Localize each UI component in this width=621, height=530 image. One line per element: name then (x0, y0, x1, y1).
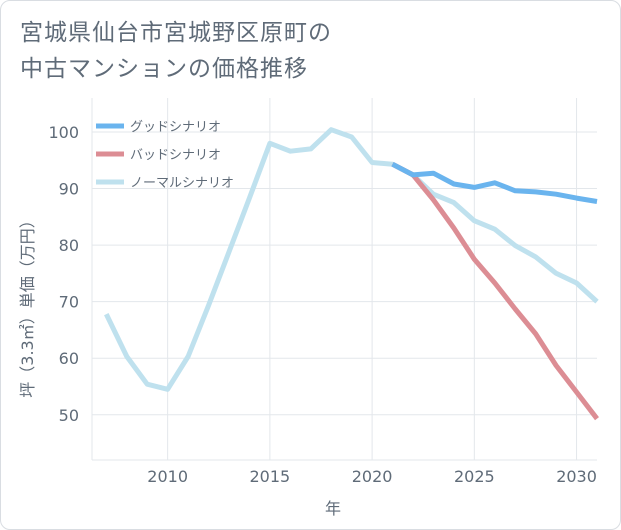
y-tick-label-60: 60 (59, 349, 79, 368)
chart-series (104, 127, 599, 421)
y-tick-label-90: 90 (59, 180, 79, 199)
y-tick-label-50: 50 (59, 406, 79, 425)
legend-label-1: グッドシナリオ (130, 120, 221, 135)
chart-title-line-2: 中古マンションの価格推移 (20, 56, 308, 82)
series-line-1 (391, 161, 598, 204)
x-axis-ticks: 2010 2015 2020 2025 2030 (147, 467, 597, 486)
legend-label-3: ノーマルシナリオ (130, 176, 234, 191)
x-tick-label-2020: 2020 (352, 467, 393, 486)
legend-label-2: バッドシナリオ (130, 148, 221, 163)
y-tick-label-100: 100 (48, 123, 79, 142)
series-line-2 (391, 161, 599, 421)
x-tick-label-2010: 2010 (147, 467, 188, 486)
y-axis-ticks: 50 60 70 80 90 100 (48, 123, 79, 425)
chart-grid (91, 98, 597, 461)
x-tick-label-2025: 2025 (454, 467, 495, 486)
chart-title-line-1: 宮城県仙台市宮城野区原町の (20, 20, 332, 46)
y-tick-label-80: 80 (59, 236, 79, 255)
x-tick-label-2015: 2015 (250, 467, 291, 486)
x-tick-label-2030: 2030 (556, 467, 597, 486)
x-axis-label: 年 (325, 499, 341, 518)
y-axis-label: 坪（3.3㎡）単価（万円） (18, 212, 37, 397)
chart-title: 宮城県仙台市宮城野区原町の 中古マンションの価格推移 (20, 15, 600, 87)
y-tick-label-70: 70 (59, 293, 79, 312)
series-line-3 (104, 127, 599, 392)
